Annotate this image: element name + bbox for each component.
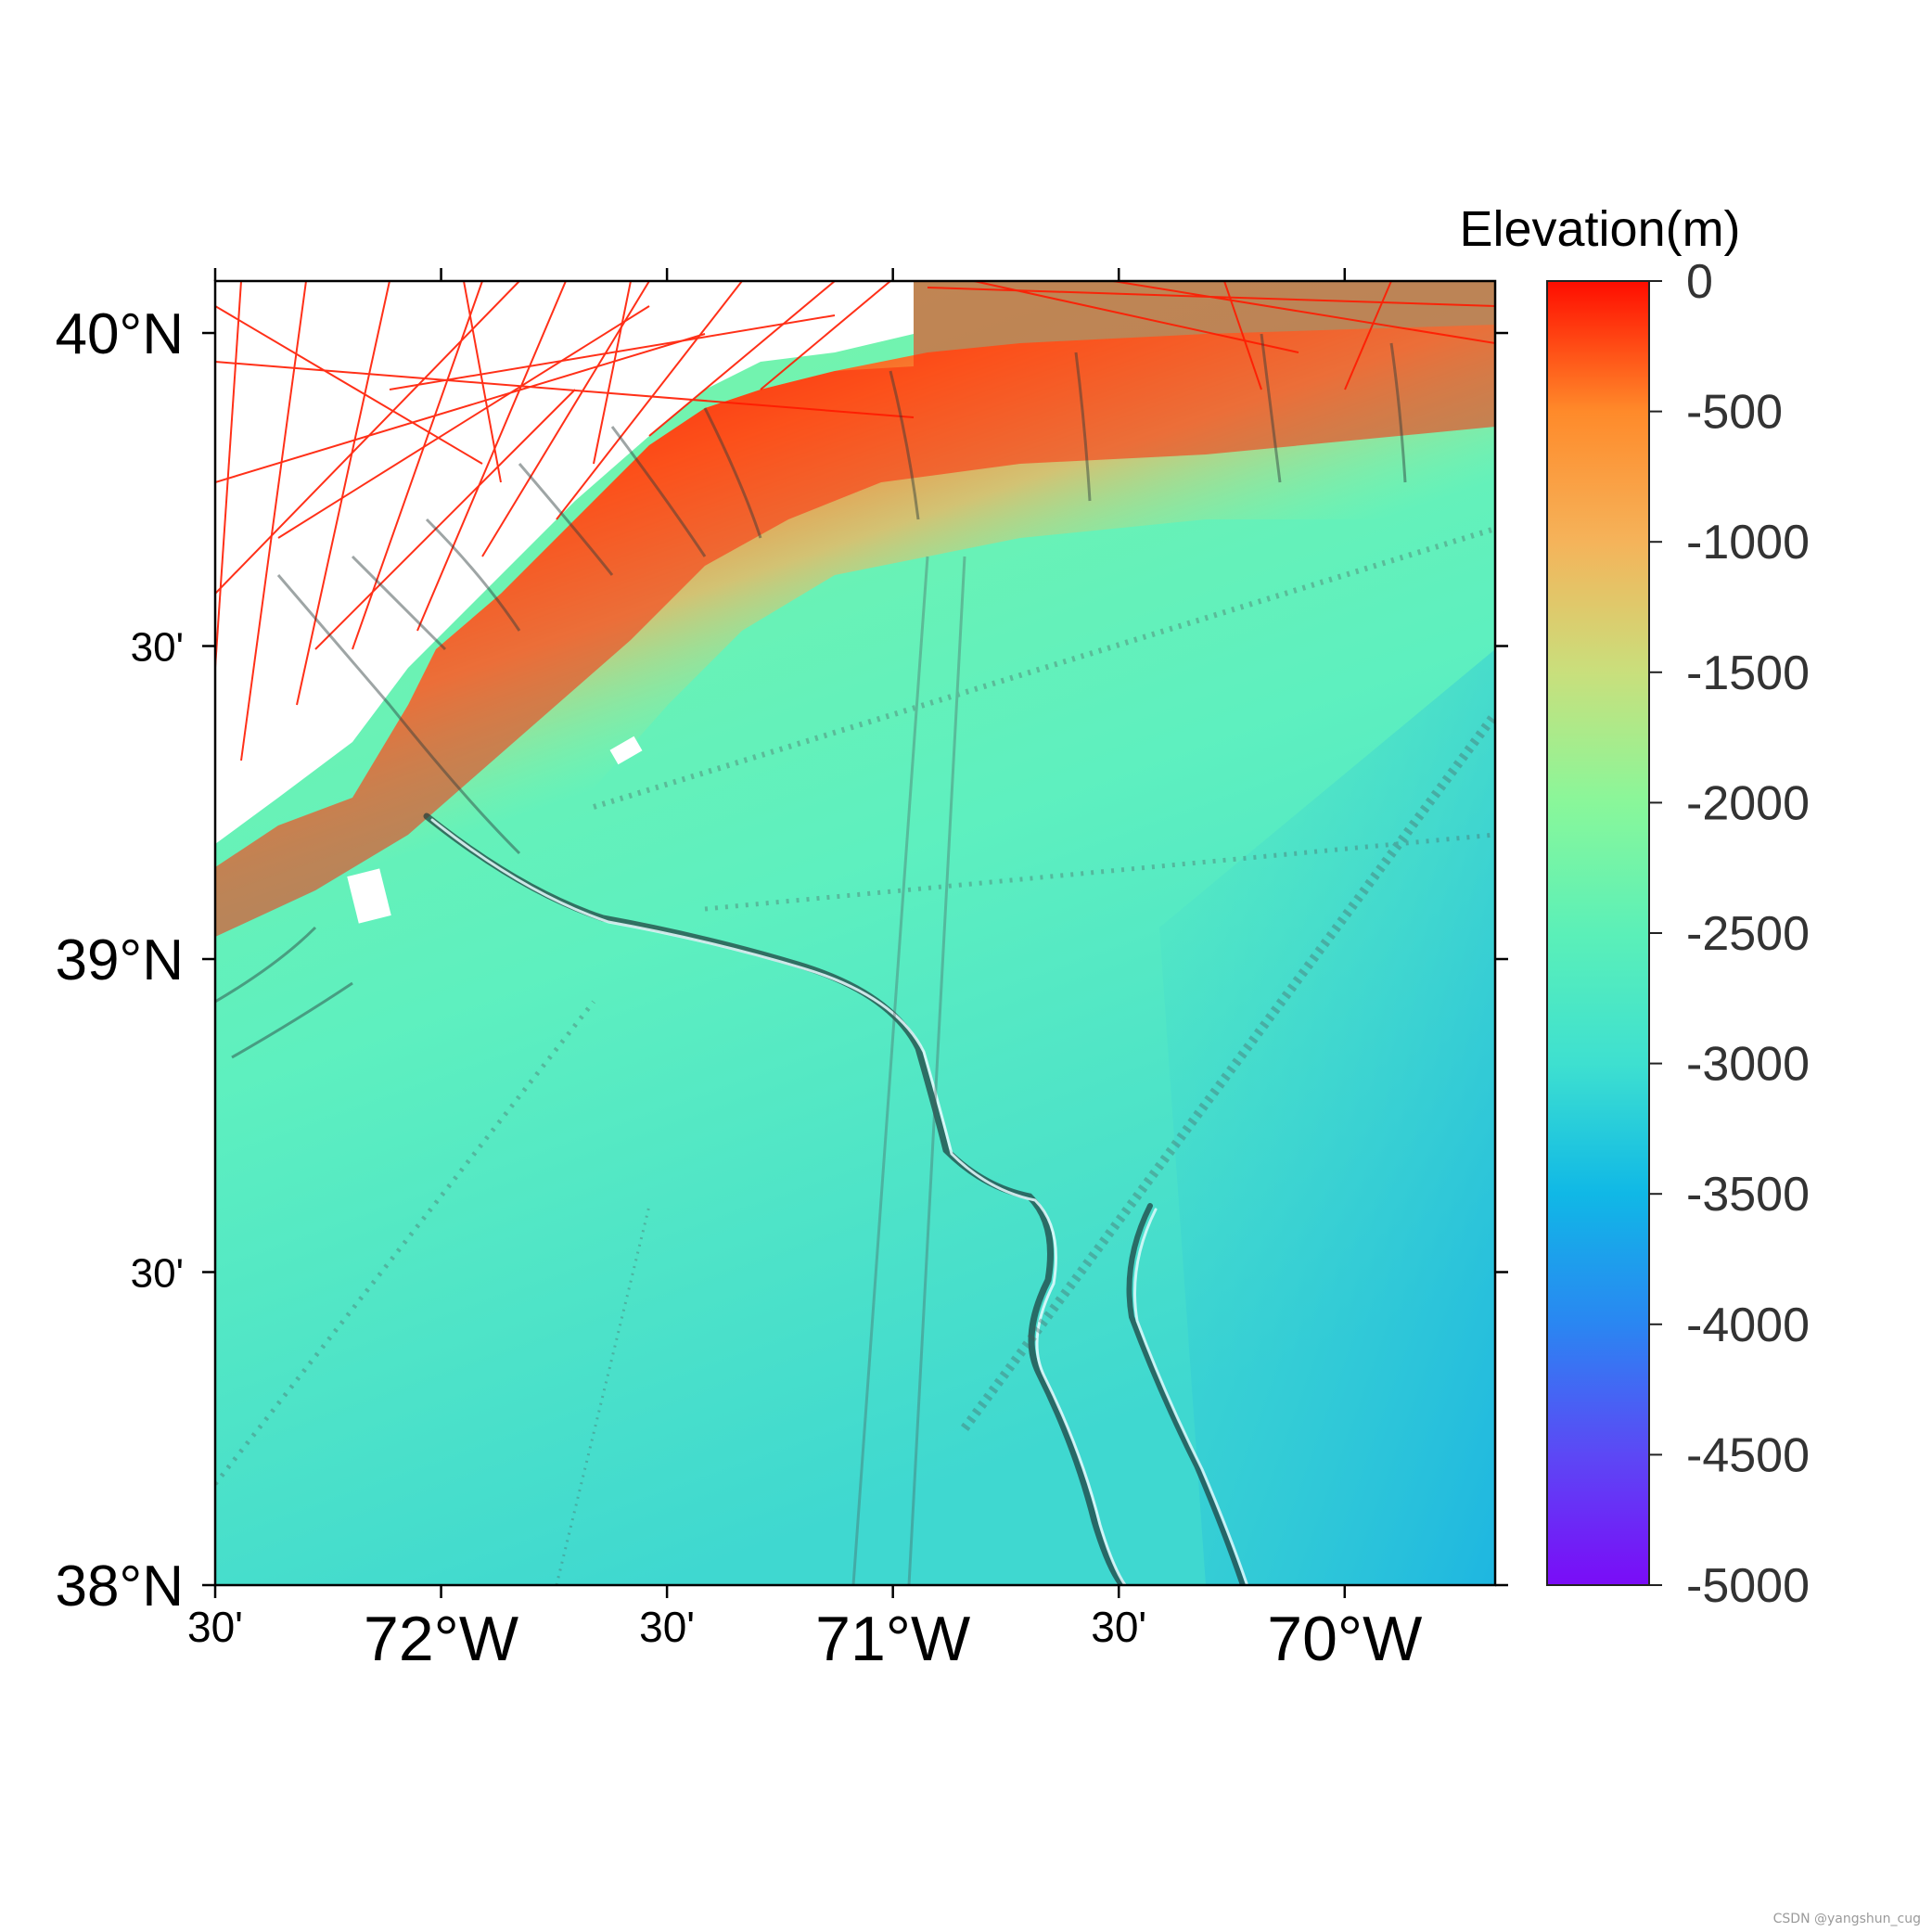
continental-slope bbox=[215, 325, 1495, 1113]
colorbar-tick-label: -3000 bbox=[1686, 1038, 1810, 1092]
no-data-patch bbox=[347, 868, 391, 924]
colorbar-tick-label: -500 bbox=[1686, 386, 1783, 440]
map-panel bbox=[215, 281, 1495, 1585]
y-tick-label: 38°N bbox=[55, 1555, 184, 1619]
map-frame bbox=[213, 279, 1497, 1587]
colorbar-tick-label: 0 bbox=[1686, 255, 1713, 309]
x-axis: 30' 72°W 30' 71°W 30' 70°W bbox=[187, 268, 1422, 1674]
colorbar-tick-label: -1000 bbox=[1686, 516, 1810, 569]
y-tick-label: 30' bbox=[131, 625, 184, 671]
x-tick-label: 30' bbox=[639, 1603, 695, 1651]
x-tick-label: 71°W bbox=[815, 1604, 970, 1674]
survey-swaths bbox=[215, 526, 1495, 1585]
no-data-patch bbox=[609, 736, 643, 765]
x-tick-label: 70°W bbox=[1267, 1604, 1422, 1674]
colorbar-tick-label: -3500 bbox=[1686, 1168, 1810, 1222]
shelf-edge bbox=[215, 281, 1495, 937]
colorbar-tick-label: -4500 bbox=[1686, 1428, 1810, 1482]
y-axis: 40°N 30' 39°N 30' 38°N bbox=[55, 302, 1508, 1619]
colorbar-ticks: 0 -500 -1000 -1500 -2000 -2500 -3000 -3500 -4000… bbox=[1649, 255, 1810, 1613]
colorbar-tick-label: -4000 bbox=[1686, 1299, 1810, 1352]
no-data-shelf bbox=[215, 281, 914, 844]
watermark: CSDN @yangshun_cug bbox=[1772, 1912, 1921, 1926]
main-canyon bbox=[423, 812, 1249, 1585]
x-tick-label: 72°W bbox=[364, 1604, 518, 1674]
abyssal-deep-area bbox=[1159, 649, 1495, 1585]
y-tick-label: 30' bbox=[131, 1251, 184, 1297]
x-tick-label: 30' bbox=[187, 1603, 243, 1651]
colorbar-gradient bbox=[1546, 280, 1650, 1586]
colorbar-tick-label: -5000 bbox=[1686, 1559, 1810, 1613]
y-tick-label: 40°N bbox=[55, 302, 184, 366]
colorbar-title: Elevation(m) bbox=[1459, 201, 1740, 257]
x-tick-label: 30' bbox=[1091, 1603, 1146, 1651]
colorbar-tick-label: -2000 bbox=[1686, 776, 1810, 830]
colorbar-tick-label: -2500 bbox=[1686, 907, 1810, 961]
ship-tracks bbox=[215, 281, 1495, 761]
colorbar: Elevation(m) 0 -500 -1000 -1500 -2000 -2500 -3… bbox=[1459, 201, 1810, 1613]
y-tick-label: 39°N bbox=[55, 928, 184, 992]
colorbar-tick-label: -1500 bbox=[1686, 646, 1810, 700]
slope-canyons bbox=[215, 333, 1407, 1059]
